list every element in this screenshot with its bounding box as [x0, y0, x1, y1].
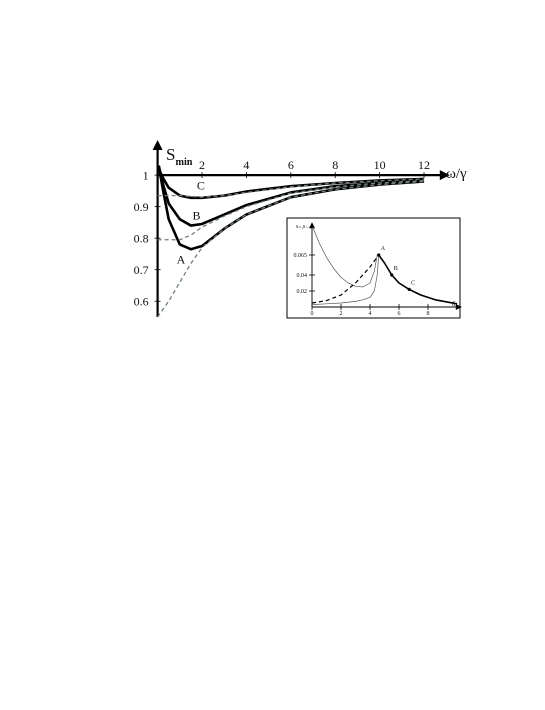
line-series [312, 226, 378, 288]
line-series [378, 254, 458, 305]
x-tick-label: 8 [427, 311, 430, 317]
x-tick-label: 4 [243, 158, 249, 172]
annotation-point [390, 273, 394, 277]
line-series [157, 165, 425, 227]
annotation: C [197, 178, 205, 192]
x-tick-label: 2 [340, 311, 343, 317]
y-tick-label: 0.8 [134, 231, 149, 245]
x-tick-label: 8 [332, 158, 338, 172]
x-tick-label: 2 [199, 158, 205, 172]
y-axis-label: Smin [166, 145, 193, 168]
x-tick-label: 6 [288, 158, 294, 172]
x-axis-label-sub: c [455, 304, 457, 309]
x-tick-label: 10 [374, 158, 386, 172]
annotation: B [192, 208, 200, 222]
annotation-point [377, 253, 381, 257]
x-tick-label: 4 [369, 311, 372, 317]
y-axis-arrow [152, 140, 163, 150]
x-tick-label: 0 [311, 311, 314, 317]
line-series [311, 254, 380, 304]
y-axis-label-sub: min [175, 157, 192, 168]
y-tick-label: 0.065 [294, 253, 308, 259]
y-axis-label: s₊,s₋ [296, 224, 309, 230]
y-tick-label: 0.04 [297, 273, 308, 279]
x-axis-arrow [439, 170, 450, 181]
line-series [311, 254, 380, 305]
y-axis-label-main: s₊,s₋ [296, 224, 309, 230]
y-tick-label: 0.02 [297, 289, 308, 295]
annotation: A [381, 246, 386, 252]
y-tick-label: 0.9 [134, 200, 149, 214]
annotation: B [394, 266, 398, 272]
y-axis-arrow [309, 222, 315, 229]
x-tick-label: 12 [418, 158, 430, 172]
x-tick-label: 6 [398, 311, 401, 317]
y-tick-label: 0.7 [134, 263, 149, 277]
annotation: C [411, 280, 415, 286]
y-tick-label: 0.6 [134, 294, 149, 308]
x-axis-label: ω/γ [446, 166, 467, 182]
line-series [157, 179, 425, 241]
line-series [157, 180, 425, 318]
y-axis-label-main: S [166, 145, 175, 164]
annotation-point [407, 287, 411, 291]
line-series [157, 178, 425, 198]
x-axis-arrow [455, 304, 462, 310]
y-tick-label: 1 [143, 168, 149, 182]
annotation: A [177, 252, 186, 266]
